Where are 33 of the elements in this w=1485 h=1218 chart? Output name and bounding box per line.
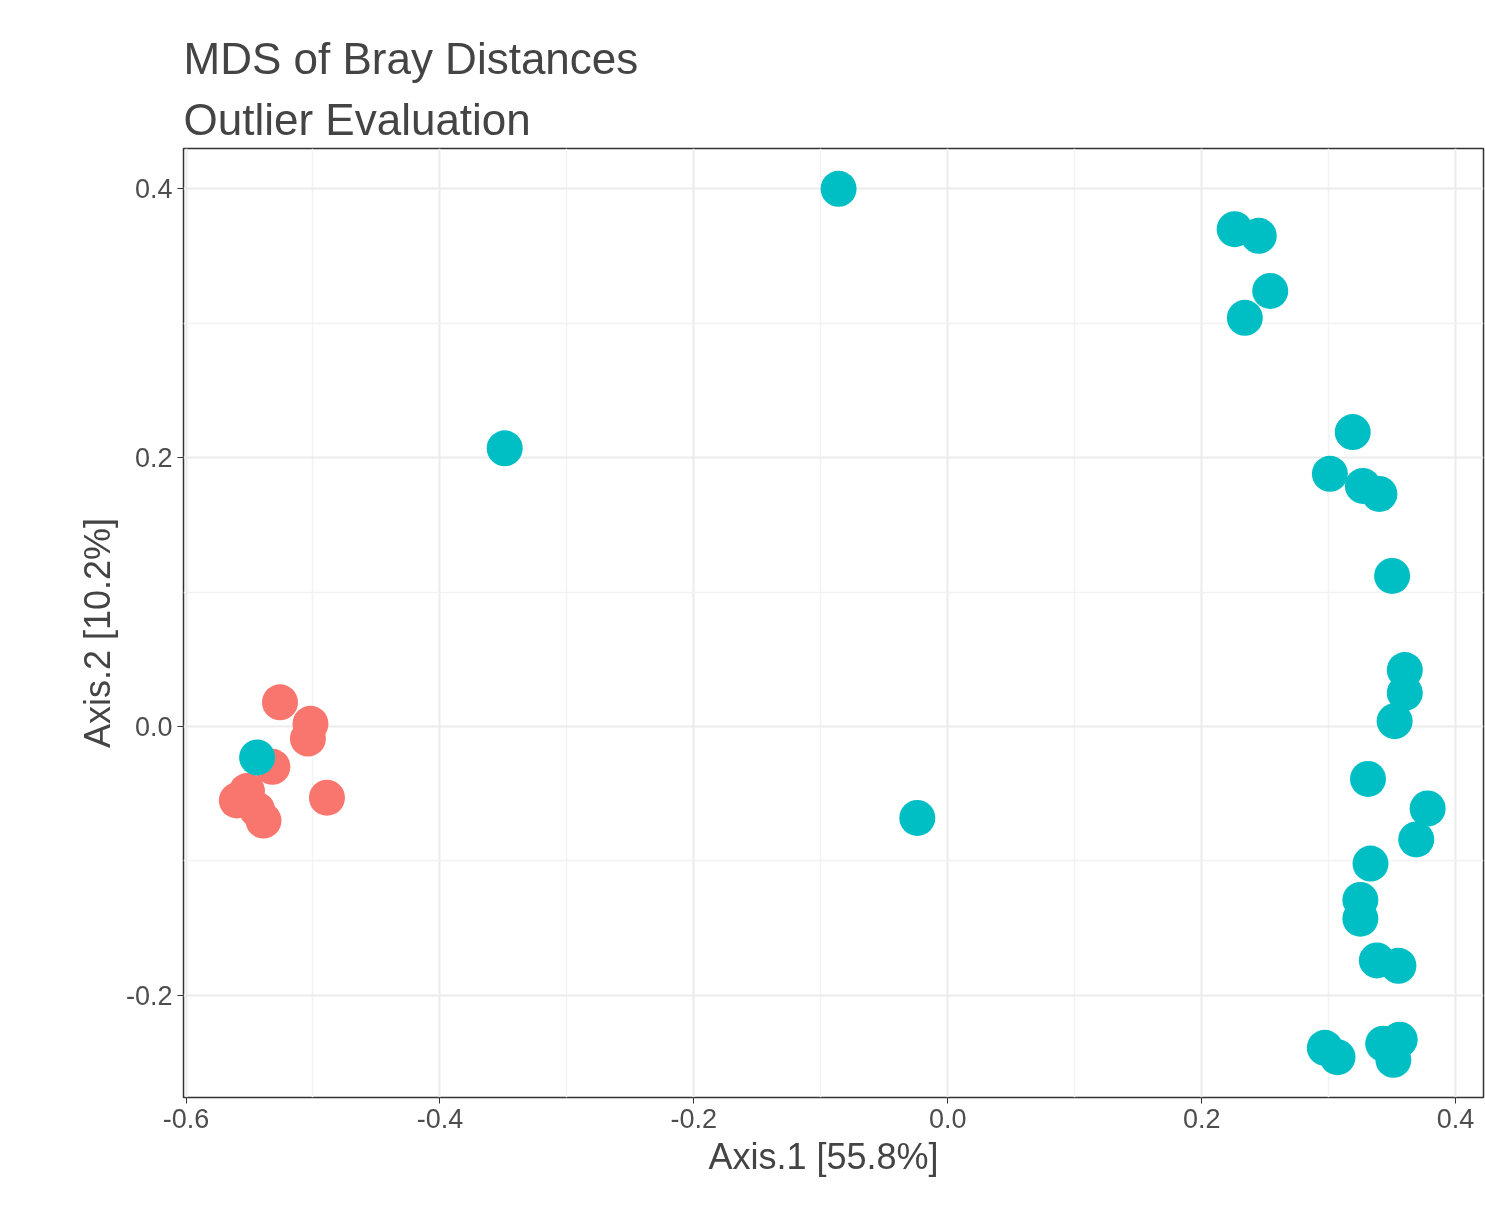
point bbox=[239, 739, 276, 776]
point bbox=[1349, 760, 1386, 797]
x-tick-label: -0.6 bbox=[162, 1103, 210, 1134]
chart-title: MDS of Bray Distances bbox=[183, 33, 639, 83]
x-axis-title: Axis.1 [55.8%] bbox=[708, 1135, 939, 1177]
y-axis-title: Axis.2 [10.2%] bbox=[76, 517, 118, 749]
point bbox=[899, 799, 936, 836]
point bbox=[1374, 557, 1411, 594]
x-tick-label: 0.2 bbox=[1182, 1103, 1221, 1134]
point bbox=[486, 430, 523, 467]
x-tick-label: 0.0 bbox=[928, 1103, 967, 1134]
chart-subtitle: Outlier Evaluation bbox=[183, 94, 531, 144]
point bbox=[1226, 299, 1263, 336]
y-tick-label: 0.4 bbox=[134, 174, 173, 205]
point bbox=[1334, 414, 1371, 451]
point bbox=[1398, 821, 1435, 858]
point bbox=[1409, 790, 1446, 827]
y-tick-label: 0.2 bbox=[134, 443, 173, 474]
point bbox=[1352, 845, 1389, 882]
point bbox=[1361, 475, 1398, 512]
x-tick-label: -0.4 bbox=[416, 1103, 464, 1134]
y-tick-label: 0.0 bbox=[134, 712, 173, 742]
point bbox=[261, 684, 298, 721]
x-tick-label: -0.2 bbox=[670, 1103, 718, 1134]
y-tick-label: -0.2 bbox=[125, 980, 173, 1011]
point bbox=[1311, 455, 1348, 492]
point bbox=[1376, 703, 1413, 740]
point bbox=[1240, 217, 1277, 254]
point bbox=[820, 170, 857, 207]
point bbox=[1252, 273, 1289, 309]
x-tick-label: 0.4 bbox=[1436, 1103, 1475, 1134]
point bbox=[308, 779, 345, 816]
point bbox=[1319, 1039, 1356, 1076]
